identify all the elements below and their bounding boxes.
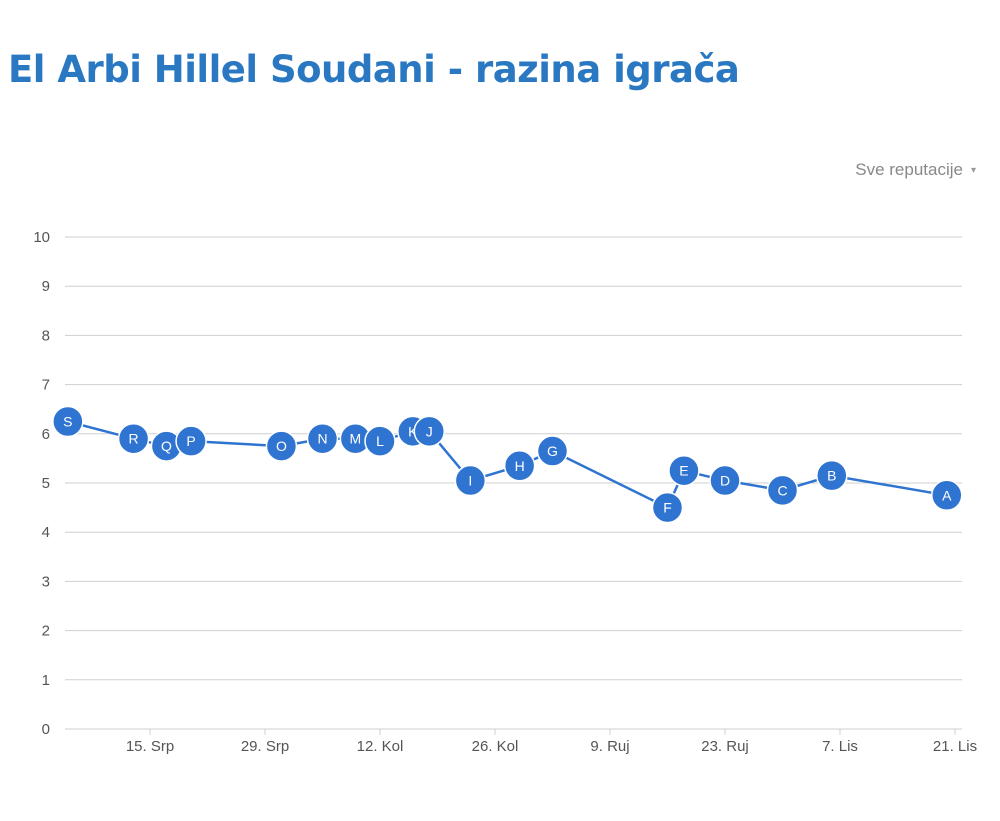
data-point-marker[interactable] xyxy=(306,422,339,455)
x-tick-label: 21. Lis xyxy=(933,738,977,755)
data-point-marker[interactable] xyxy=(766,474,799,507)
y-tick-label: 8 xyxy=(42,327,50,344)
data-point-r[interactable]: R xyxy=(117,422,150,455)
data-point-marker[interactable] xyxy=(454,464,487,497)
y-tick-label: 7 xyxy=(42,377,50,394)
data-point-label: O xyxy=(276,438,287,454)
data-point-label: P xyxy=(186,433,195,449)
data-point-i[interactable]: I xyxy=(454,464,487,497)
x-tick-label: 26. Kol xyxy=(472,738,519,755)
data-point-label: M xyxy=(350,431,362,447)
data-point-label: H xyxy=(515,458,525,474)
y-tick-label: 10 xyxy=(33,229,50,246)
reputation-filter-label: Sve reputacije xyxy=(855,160,963,179)
data-point-label: F xyxy=(663,500,672,516)
data-point-marker[interactable] xyxy=(52,405,84,438)
data-point-marker[interactable] xyxy=(175,425,207,457)
data-point-h[interactable]: H xyxy=(503,450,536,482)
reputation-filter-dropdown[interactable]: Sve reputacije ▾ xyxy=(855,160,976,180)
y-tick-label: 3 xyxy=(42,573,50,590)
data-point-c[interactable]: C xyxy=(766,474,799,507)
data-point-marker[interactable] xyxy=(413,415,446,448)
data-point-j[interactable]: J xyxy=(413,415,446,448)
data-point-label: Q xyxy=(161,438,172,454)
data-point-label: A xyxy=(942,487,952,503)
data-point-label: L xyxy=(376,433,384,449)
data-point-label: S xyxy=(63,414,72,430)
data-point-marker[interactable] xyxy=(536,435,569,467)
data-point-d[interactable]: D xyxy=(709,464,741,497)
data-point-label: E xyxy=(679,463,688,479)
x-tick-label: 12. Kol xyxy=(357,738,404,755)
data-point-marker[interactable] xyxy=(931,479,963,512)
data-point-marker[interactable] xyxy=(117,422,150,455)
data-point-l[interactable]: L xyxy=(364,425,396,457)
data-point-label: B xyxy=(827,468,836,484)
data-point-g[interactable]: G xyxy=(536,435,569,467)
data-point-label: J xyxy=(426,423,433,439)
data-point-marker[interactable] xyxy=(651,491,684,524)
data-point-label: C xyxy=(777,482,787,498)
data-point-f[interactable]: F xyxy=(651,491,684,524)
data-point-marker[interactable] xyxy=(265,430,298,462)
data-point-label: I xyxy=(468,473,472,489)
y-tick-label: 0 xyxy=(42,721,50,738)
chevron-down-icon: ▾ xyxy=(970,164,976,176)
data-point-n[interactable]: N xyxy=(306,422,339,455)
data-point-b[interactable]: B xyxy=(816,459,848,492)
y-tick-label: 4 xyxy=(42,524,50,541)
y-tick-label: 6 xyxy=(42,426,50,443)
x-tick-label: 29. Srp xyxy=(241,738,289,755)
data-point-marker[interactable] xyxy=(668,454,700,487)
data-point-label: D xyxy=(720,473,730,489)
data-point-label: K xyxy=(408,423,418,439)
data-point-o[interactable]: O xyxy=(265,430,298,462)
y-tick-label: 1 xyxy=(42,672,50,689)
data-point-marker[interactable] xyxy=(709,464,741,497)
y-tick-label: 9 xyxy=(42,278,50,295)
x-tick-label: 9. Ruj xyxy=(590,738,629,755)
x-tick-label: 7. Lis xyxy=(822,738,858,755)
data-point-label: G xyxy=(547,443,558,459)
data-point-marker[interactable] xyxy=(364,425,396,457)
y-tick-label: 2 xyxy=(42,623,50,640)
data-point-s[interactable]: S xyxy=(52,405,84,438)
y-tick-label: 5 xyxy=(42,475,50,492)
data-point-marker[interactable] xyxy=(816,459,848,492)
data-point-e[interactable]: E xyxy=(668,454,700,487)
x-tick-label: 23. Ruj xyxy=(701,738,749,755)
data-point-label: R xyxy=(129,431,139,447)
page-title: El Arbi Hillel Soudani - razina igrača xyxy=(8,48,740,91)
data-point-label: N xyxy=(317,431,327,447)
x-tick-label: 15. Srp xyxy=(126,738,174,755)
data-point-p[interactable]: P xyxy=(175,425,207,457)
data-point-marker[interactable] xyxy=(503,450,536,482)
data-point-a[interactable]: A xyxy=(931,479,963,512)
